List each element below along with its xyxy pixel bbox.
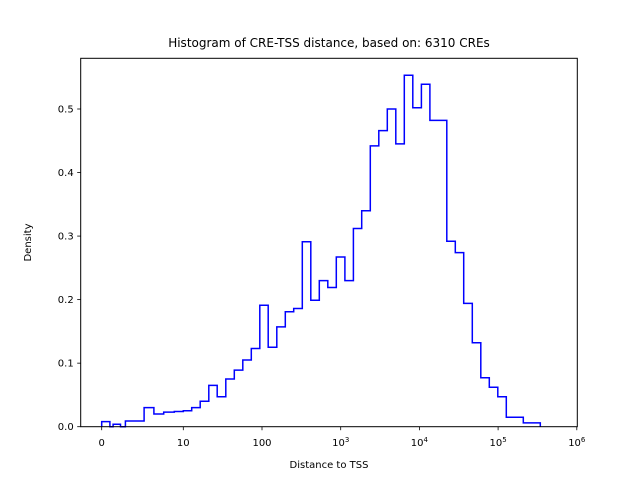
x-tick-label: 100	[252, 438, 271, 449]
x-tick-label: 103	[332, 436, 349, 449]
y-tick-label: 0.5	[58, 105, 74, 116]
y-tick-label: 0.1	[58, 359, 74, 370]
y-axis-label: Density	[23, 223, 34, 261]
y-tick-label: 0.4	[58, 168, 74, 179]
plot-border	[80, 57, 578, 428]
x-axis-label: Distance to TSS	[290, 460, 369, 471]
y-tick-label: 0.0	[58, 422, 74, 433]
plot-area: 0 10 100 103 104 105 106 0.0 0.1 0.2 0.3 0.4 0.5	[58, 57, 586, 449]
y-tick-label: 0.3	[58, 232, 74, 243]
x-tick-label: 10	[177, 438, 190, 449]
x-tick-label: 106	[568, 436, 586, 449]
x-tick-label: 0	[99, 438, 105, 449]
y-tick-label: 0.2	[58, 295, 74, 306]
x-tick-label: 104	[411, 436, 429, 449]
x-tick-label: 105	[489, 436, 506, 449]
chart-title: Histogram of CRE-TSS distance, based on:…	[168, 36, 490, 50]
histogram-step-line	[100, 74, 542, 428]
